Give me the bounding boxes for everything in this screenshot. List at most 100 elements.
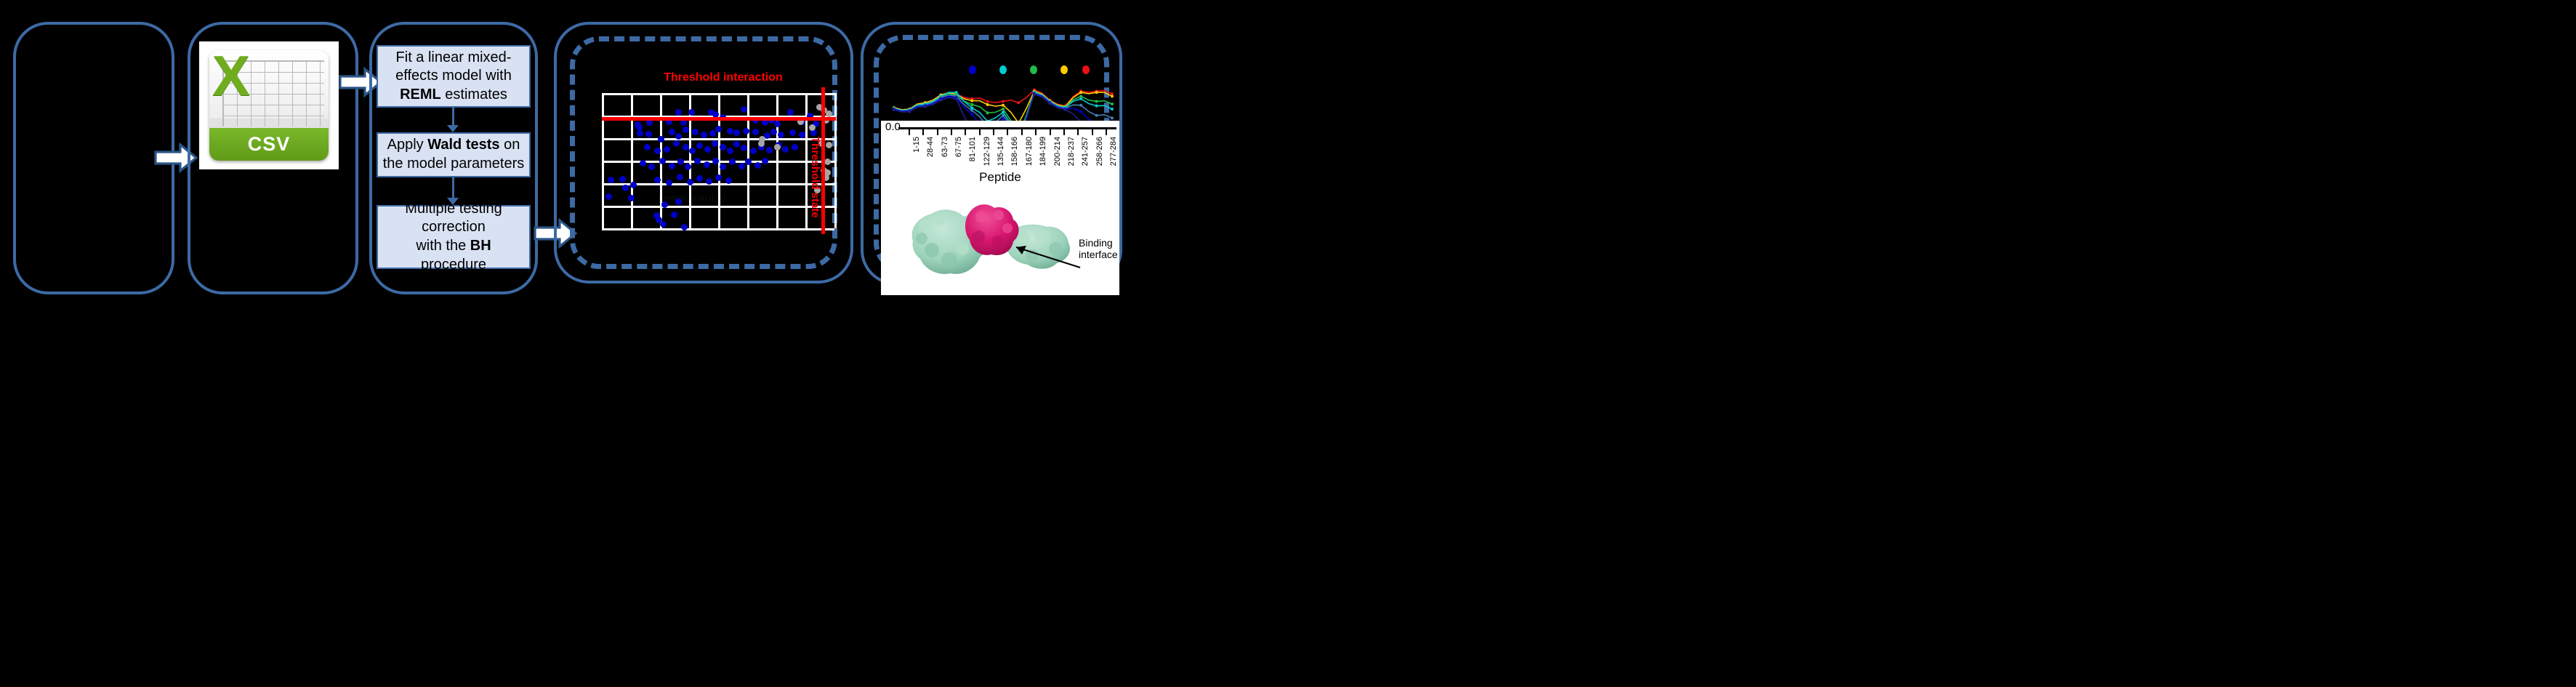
scatter-point-significant xyxy=(654,148,661,155)
hdx-marker xyxy=(923,105,927,108)
connector-reml-to-wald xyxy=(452,108,454,126)
scatter-point-non-significant xyxy=(823,174,830,181)
scatter-point-significant xyxy=(806,113,813,120)
scatter-point-significant xyxy=(726,127,733,134)
scatter-point-significant xyxy=(676,173,683,180)
hdx-peptide-label: 184-199 xyxy=(1039,137,1048,166)
hdx-marker xyxy=(1032,92,1036,96)
scatter-point-non-significant xyxy=(824,158,831,166)
threshold-state-label: Threshold state xyxy=(809,137,821,218)
hdx-marker xyxy=(1111,92,1114,95)
hdx-marker xyxy=(1111,102,1114,105)
hdx-axis-tick xyxy=(1035,129,1037,135)
wald-line1-post: on xyxy=(499,137,520,153)
scatter-point-significant xyxy=(712,157,720,164)
scatter-point-non-significant xyxy=(825,111,832,118)
connector-arrowhead-2 xyxy=(447,198,459,205)
connector-arrowhead-1 xyxy=(447,125,459,132)
hdx-peptide-label: 63-73 xyxy=(940,137,949,158)
hdx-marker xyxy=(1095,100,1098,103)
scatter-point-significant xyxy=(715,174,722,181)
hdx-axis-tick xyxy=(1049,129,1051,135)
hdx-x-axis-line xyxy=(898,127,1116,129)
hdx-marker xyxy=(1111,95,1114,98)
hdx-marker xyxy=(1111,116,1114,120)
scatter-point-significant xyxy=(770,128,778,135)
scatter-point-significant xyxy=(715,125,722,132)
scatter-point-significant xyxy=(682,143,689,150)
scatter-point-significant xyxy=(749,148,757,155)
stats-panel xyxy=(369,22,538,294)
scatter-point-significant xyxy=(733,141,741,148)
hdx-axis-tick xyxy=(978,129,981,135)
scatter-point-significant xyxy=(696,174,703,182)
hdx-y-tick-label: 0.0 xyxy=(885,121,901,133)
scatter-point-significant xyxy=(659,157,666,164)
hdx-legend-dot xyxy=(999,65,1007,74)
wald-keyword: Wald tests xyxy=(427,137,500,153)
hdx-marker xyxy=(1079,91,1083,95)
connector-wald-to-bh xyxy=(452,177,454,199)
hdx-marker xyxy=(1002,117,1005,121)
scatter-point-significant xyxy=(687,179,694,186)
scatter-point-significant xyxy=(740,105,747,113)
grid-line-horizontal xyxy=(602,93,834,95)
hdx-axis-tick xyxy=(965,129,967,135)
scatter-point-significant xyxy=(754,162,761,169)
scatter-point-significant xyxy=(689,148,696,155)
hdx-legend-dot xyxy=(969,65,976,74)
scatter-point-non-significant xyxy=(757,140,765,148)
scatter-point-significant xyxy=(637,130,644,137)
grid-line-horizontal xyxy=(602,116,834,118)
scatter-point-significant xyxy=(693,157,701,164)
scatter-point-significant xyxy=(810,129,817,137)
csv-icon-graphic: X CSV xyxy=(209,50,329,161)
hdx-peptide-label: 28-44 xyxy=(926,137,935,158)
hdx-peptide-label: 67-75 xyxy=(954,137,964,158)
grid-line-vertical xyxy=(834,93,837,228)
hdx-peptide-label: 135-144 xyxy=(997,137,1006,166)
scatter-point-significant xyxy=(777,132,784,139)
scatter-point-significant xyxy=(654,176,661,183)
csv-file-icon[interactable]: X CSV xyxy=(199,41,339,169)
scatter-point-significant xyxy=(627,194,635,201)
scatter-point-significant xyxy=(660,220,667,228)
scatter-point-significant xyxy=(668,162,675,169)
scatter-point-significant xyxy=(681,223,688,230)
hdx-peptide-label: 167-180 xyxy=(1024,137,1034,166)
hdx-peptide-label: 258-266 xyxy=(1095,137,1104,166)
hdx-marker xyxy=(986,111,989,115)
scatter-point-significant xyxy=(621,184,629,191)
bh-line3-post: procedure xyxy=(420,256,487,273)
scatter-point-significant xyxy=(691,128,699,135)
protein-surface-structure xyxy=(900,188,1082,289)
hdx-marker xyxy=(1002,108,1005,111)
step-box-bh[interactable]: Multiple testing correction with the BH … xyxy=(377,201,531,273)
scatter-point-significant xyxy=(675,133,683,140)
hdx-marker xyxy=(1002,103,1005,107)
hdx-marker xyxy=(1017,101,1021,105)
step-box-wald[interactable]: Apply Wald tests on the model parameters xyxy=(377,132,531,177)
scatter-point-significant xyxy=(646,119,653,126)
scatter-point-significant xyxy=(605,193,613,200)
scatter-point-significant xyxy=(668,129,675,136)
scatter-point-significant xyxy=(680,119,687,126)
reml-line2: effects model with xyxy=(395,68,512,84)
hdx-marker xyxy=(970,108,974,112)
csv-extension-label: CSV xyxy=(247,133,291,155)
scatter-point-significant xyxy=(725,177,732,185)
scatter-point-significant xyxy=(670,211,677,218)
hdx-marker xyxy=(1002,113,1005,117)
excel-x-icon: X xyxy=(212,50,251,108)
scatter-point-significant xyxy=(672,140,680,148)
hdx-axis-tick xyxy=(1007,129,1009,135)
scatter-point-significant xyxy=(761,157,768,164)
step-box-reml[interactable]: Fit a linear mixed- effects model with R… xyxy=(377,45,531,108)
scatter-point-significant xyxy=(792,143,799,150)
bh-line2: correction xyxy=(422,219,486,236)
empty-panel xyxy=(13,22,174,294)
csv-panel xyxy=(188,22,358,294)
scatter-point-non-significant xyxy=(797,118,805,125)
hdx-marker xyxy=(970,99,974,103)
binding-label-line2: interface xyxy=(1079,249,1118,261)
